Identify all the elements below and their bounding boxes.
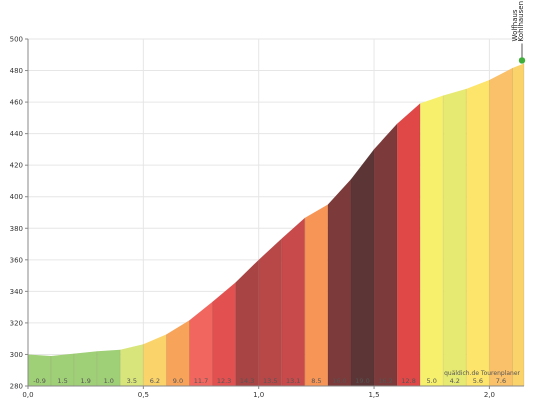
gradient-label: 13.1 [286, 377, 300, 385]
x-tick-label: 0,5 [138, 391, 149, 399]
x-tick-label: 1,0 [253, 391, 264, 399]
y-tick-label: 420 [10, 162, 23, 170]
elevation-segment [281, 217, 305, 386]
gradient-label: 19.0 [355, 377, 369, 385]
gradient-label: 1.5 [57, 377, 67, 385]
y-tick-label: 360 [10, 256, 23, 264]
elevation-segments [28, 63, 524, 387]
gradient-label: 7.6 [496, 377, 506, 385]
gradient-label: 5.6 [473, 377, 483, 385]
gradient-label: 5.0 [427, 377, 437, 385]
elevation-segment [489, 68, 513, 386]
y-tick-label: 300 [10, 351, 23, 359]
gradient-label: 12.3 [217, 377, 231, 385]
elevation-segment [420, 95, 444, 386]
elevation-segment [28, 354, 52, 386]
elevation-segment [143, 334, 167, 386]
x-tick-label: 1,5 [368, 391, 379, 399]
elevation-segment [74, 351, 98, 386]
elevation-segment [189, 301, 213, 386]
place-marker-icon [518, 57, 526, 64]
elevation-segment [235, 259, 259, 386]
y-tick-label: 480 [10, 67, 23, 75]
gradient-label: 1.9 [81, 377, 91, 385]
elevation-segment [304, 204, 328, 386]
elevation-segment [512, 63, 524, 387]
gradient-label: 8.5 [311, 377, 321, 385]
credit-text: quäldich.de Tourenplaner [444, 370, 520, 377]
gradient-label: 16.2 [378, 377, 392, 385]
elevation-segment [166, 320, 190, 386]
elevation-segment [51, 353, 75, 386]
gradient-label: 13.5 [263, 377, 277, 385]
gradient-label: 3.5 [127, 377, 137, 385]
y-tick-label: 340 [10, 288, 23, 296]
y-tick-label: 500 [10, 36, 23, 44]
gradient-label: 14.3 [240, 377, 254, 385]
elevation-segment [397, 103, 421, 387]
elevation-segment [374, 123, 398, 386]
gradient-label: 1.0 [104, 377, 114, 385]
x-tick-label: 2,0 [484, 391, 495, 399]
y-tick-label: 380 [10, 225, 23, 233]
y-tick-label: 400 [10, 193, 23, 201]
place-label: Kohlhausen [517, 1, 525, 41]
elevation-segment [443, 88, 467, 386]
y-tick-label: 440 [10, 130, 23, 138]
elevation-segment [466, 80, 490, 386]
segment-dividers [50, 63, 525, 386]
gradient-label: 4.2 [450, 377, 460, 385]
y-tick-label: 280 [10, 383, 23, 391]
gradient-label: 12.8 [401, 377, 415, 385]
gradient-label: 6.2 [150, 377, 160, 385]
elevation-segment [258, 238, 282, 386]
place-label: Wolfhaus [511, 9, 519, 41]
x-tick-label: 0,0 [22, 391, 33, 399]
gradient-label: 9.0 [173, 377, 183, 385]
elevation-segment [350, 149, 375, 386]
gradient-labels: -0.9 1.5 1.9 1.0 3.5 6.2 9.0 11.7 12.3 14.3 13.5 13… [33, 377, 506, 385]
elevation-segment [120, 344, 144, 386]
axes: 280 300 320 340 360 380 400 420 440 460 480 500 0,0 0… [10, 36, 524, 399]
elevation-segment [97, 349, 121, 386]
y-tick-label: 460 [10, 99, 23, 107]
elevation-segment [212, 282, 236, 386]
elevation-segment [327, 179, 351, 386]
gradient-label: -0.9 [33, 377, 46, 385]
y-tick-label: 320 [10, 319, 23, 327]
gradient-label: 11.7 [194, 377, 208, 385]
gradient-label: 16.0 [332, 377, 346, 385]
